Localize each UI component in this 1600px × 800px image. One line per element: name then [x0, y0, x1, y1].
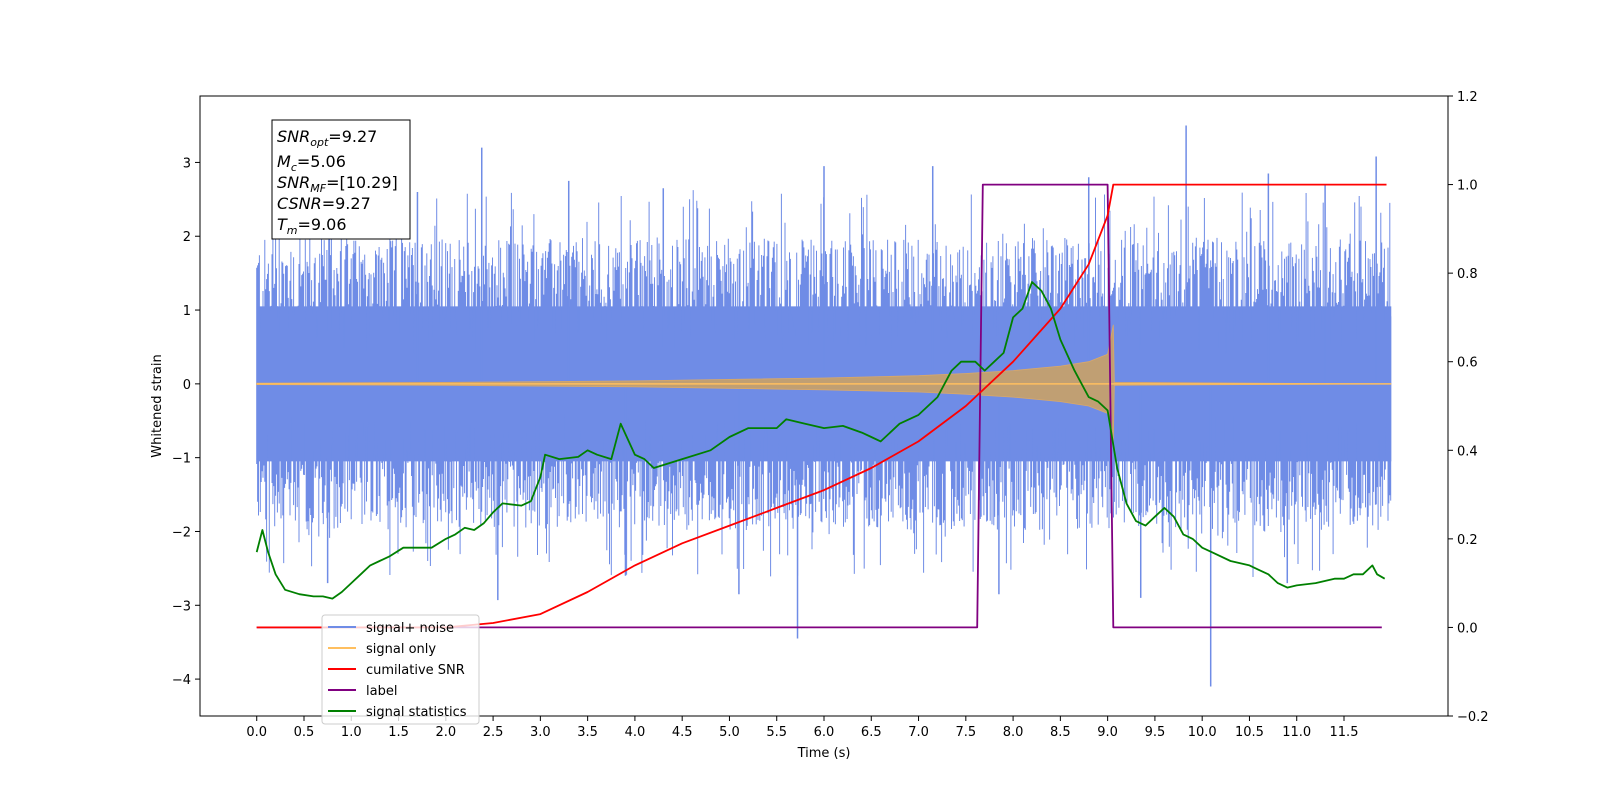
- label-line: [256, 183, 1382, 629]
- x-tick-label: 10.5: [1235, 725, 1264, 740]
- y-tick-label: −2: [172, 525, 191, 540]
- x-tick-label: 0.5: [294, 725, 315, 740]
- y2-tick-label: 0.4: [1457, 444, 1478, 459]
- snr-opt-annotation: SNRopt=9.27: [277, 127, 377, 149]
- signal-statistics-line: [255, 281, 1386, 600]
- x-tick-label: 10.0: [1188, 725, 1217, 740]
- x-tick-label: 1.5: [388, 725, 409, 740]
- x-tick-label: 11.0: [1282, 725, 1311, 740]
- x-tick-label: 8.5: [1050, 725, 1071, 740]
- y2-tick-label: 1.2: [1457, 90, 1478, 105]
- legend-label: cumilative SNR: [366, 663, 465, 678]
- x-tick-label: 0.0: [246, 725, 267, 740]
- y2-tick-label: 0.6: [1457, 356, 1478, 371]
- x-tick-label: 7.0: [908, 725, 929, 740]
- x-tick-label: 2.5: [483, 725, 504, 740]
- y2-tick-label: 0.8: [1457, 267, 1478, 282]
- x-tick-label: 11.5: [1330, 725, 1359, 740]
- x-tick-label: 4.0: [625, 725, 646, 740]
- legend-label: signal only: [366, 642, 436, 657]
- y-tick-label: 3: [183, 156, 191, 171]
- x-tick-label: 4.5: [672, 725, 693, 740]
- legend-label: signal statistics: [366, 705, 467, 720]
- y-tick-label: −4: [172, 673, 191, 688]
- snr-mf-annotation: SNRMF=[10.29]: [277, 173, 398, 195]
- y2-tick-label: 1.0: [1457, 179, 1478, 194]
- y2-tick-label: 0.0: [1457, 621, 1478, 636]
- y2-tick-label: 0.2: [1457, 533, 1478, 548]
- x-tick-label: 6.0: [814, 725, 835, 740]
- y-axis-label: Whitened strain: [150, 354, 165, 457]
- x-tick-label: 5.5: [766, 725, 787, 740]
- x-tick-label: 8.0: [1003, 725, 1024, 740]
- legend-label: signal+ noise: [366, 621, 454, 636]
- statistics-annotation-box: SNRopt=9.27 Mc=5.06 SNRMF=[10.29] CSNR=9…: [271, 119, 411, 240]
- legend: signal+ noise signal only cumilative SNR la…: [321, 614, 480, 725]
- y-tick-label: −1: [172, 452, 191, 467]
- x-tick-label: 3.5: [577, 725, 598, 740]
- x-tick-label: 9.5: [1145, 725, 1166, 740]
- x-tick-label: 9.0: [1097, 725, 1118, 740]
- x-axis-label: Time (s): [797, 746, 851, 761]
- csnr-annotation: CSNR=9.27: [277, 194, 371, 213]
- y-tick-label: 0: [183, 378, 191, 393]
- y2-tick-label: −0.2: [1457, 710, 1489, 725]
- x-tick-label: 3.0: [530, 725, 551, 740]
- cumulative-snr-line: [256, 183, 1387, 629]
- y-tick-label: 2: [183, 230, 191, 245]
- mc-annotation: Mc=5.06: [277, 152, 346, 174]
- axis-ticks: 0.0 0.5 1.0 1.5 2.0 2.5 3.0 3.5 4.0 4.5 5.0 5.5 6.0 6…: [172, 90, 1489, 740]
- x-tick-label: 1.0: [341, 725, 362, 740]
- tm-annotation: Tm=9.06: [277, 215, 347, 237]
- x-tick-label: 2.0: [435, 725, 456, 740]
- y-tick-label: −3: [172, 599, 191, 614]
- x-tick-label: 5.0: [719, 725, 740, 740]
- x-tick-label: 7.5: [955, 725, 976, 740]
- plot-area: [255, 125, 1392, 687]
- legend-label: label: [366, 684, 397, 699]
- x-tick-label: 6.5: [861, 725, 882, 740]
- legend-box: [321, 614, 480, 725]
- y-tick-label: 1: [183, 304, 191, 319]
